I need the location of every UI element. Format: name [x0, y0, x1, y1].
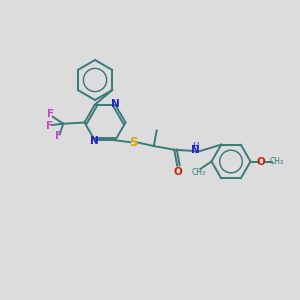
- Text: N: N: [191, 145, 200, 155]
- Text: O: O: [256, 157, 266, 166]
- Text: O: O: [173, 167, 182, 176]
- Text: H: H: [192, 142, 198, 151]
- Text: S: S: [129, 136, 137, 149]
- Text: F: F: [47, 109, 54, 119]
- Text: CH₃: CH₃: [270, 157, 284, 166]
- Text: F: F: [46, 121, 53, 131]
- Text: CH₃: CH₃: [191, 168, 205, 177]
- Text: N: N: [111, 99, 120, 109]
- Text: N: N: [90, 136, 99, 146]
- Text: F: F: [55, 131, 62, 141]
